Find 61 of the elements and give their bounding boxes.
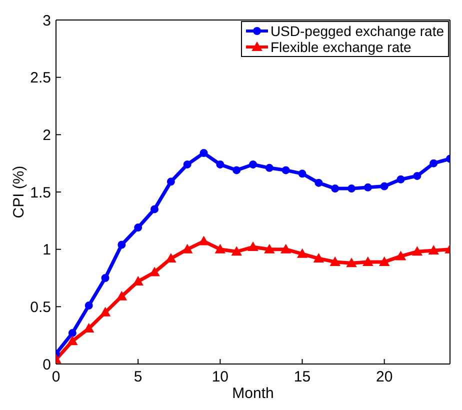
- y-tick-label: 2.5: [30, 70, 51, 87]
- point: [428, 245, 439, 254]
- point: [298, 170, 306, 178]
- point: [232, 246, 242, 256]
- point: [166, 178, 175, 186]
- point: [364, 183, 372, 192]
- y-tick-label: 1: [42, 242, 51, 259]
- x-axis-title: Month: [232, 385, 274, 402]
- point: [150, 267, 160, 276]
- y-tick-label: 0: [42, 356, 51, 374]
- point: [348, 184, 356, 193]
- point: [198, 236, 209, 246]
- point: [216, 160, 224, 168]
- point: [396, 251, 406, 260]
- legend-label: USD-pegged exchange rate: [270, 23, 444, 39]
- point: [84, 323, 94, 332]
- point: [118, 240, 126, 249]
- point: [133, 276, 144, 286]
- point: [396, 175, 405, 184]
- point: [413, 172, 422, 180]
- point: [379, 256, 390, 266]
- y-axis-title: CPI (%): [10, 166, 28, 218]
- point: [297, 248, 308, 258]
- point: [215, 244, 226, 254]
- point: [134, 224, 142, 232]
- point: [166, 254, 176, 263]
- point: [380, 182, 388, 190]
- point: [150, 205, 158, 214]
- point: [412, 246, 422, 256]
- point: [362, 256, 373, 266]
- point: [331, 184, 340, 193]
- point: [100, 307, 110, 316]
- point: [68, 329, 76, 338]
- x-tick-label: 15: [294, 368, 311, 386]
- point: [314, 254, 324, 263]
- y-tick-label: 1.5: [30, 184, 51, 202]
- x-tick-label: 20: [376, 368, 393, 386]
- y-tick-label: 2: [42, 126, 51, 144]
- point: [248, 242, 258, 252]
- point: [430, 159, 438, 168]
- point: [101, 274, 110, 282]
- point: [67, 336, 78, 346]
- point: [232, 166, 241, 174]
- y-tick-label: 3: [42, 12, 51, 30]
- x-tick-label: 10: [212, 368, 229, 386]
- point: [182, 244, 192, 254]
- point: [314, 178, 323, 187]
- point: [280, 244, 291, 254]
- point: [346, 258, 356, 268]
- x-tick-label: 5: [134, 368, 142, 386]
- point: [200, 149, 208, 158]
- legend-label: Flexible exchange rate: [270, 39, 412, 55]
- point: [265, 164, 274, 172]
- point: [183, 160, 192, 168]
- point: [282, 166, 290, 174]
- point: [249, 160, 257, 168]
- point: [330, 256, 340, 266]
- point: [84, 302, 93, 310]
- y-tick-label: 0.5: [30, 298, 51, 316]
- point: [116, 291, 127, 300]
- point: [264, 244, 274, 254]
